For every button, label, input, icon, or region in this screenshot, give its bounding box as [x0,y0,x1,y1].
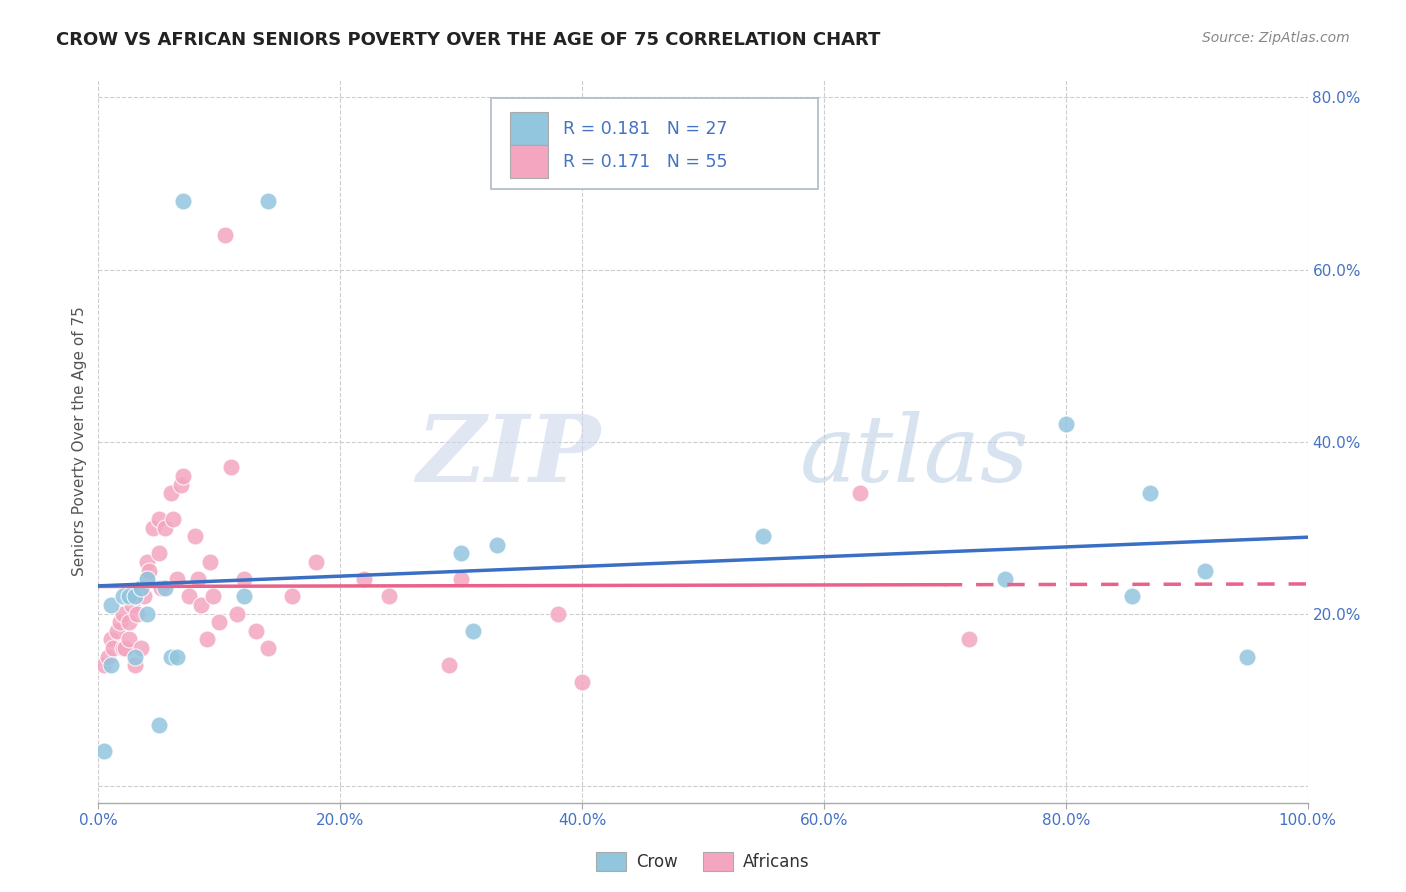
Point [166,649,188,664]
Point [111,607,134,621]
Point [129,581,152,595]
Point [547,607,569,621]
Point [169,477,191,491]
Y-axis label: Seniors Poverty Over the Age of 75: Seniors Poverty Over the Age of 75 [72,307,87,576]
Point [118,590,141,604]
Point [208,615,231,630]
Point [124,590,146,604]
Point [232,590,254,604]
Point [127,607,149,621]
Point [256,194,278,208]
Point [463,624,485,638]
Point [134,590,156,604]
Point [111,640,134,655]
Point [281,590,304,604]
Point [129,581,152,595]
Point [172,469,194,483]
Point [849,486,872,500]
Text: R = 0.181   N = 27: R = 0.181 N = 27 [562,120,727,137]
Point [195,632,218,647]
Point [214,228,236,243]
Point [114,640,136,655]
Text: ZIP: ZIP [416,411,600,501]
Point [108,615,131,630]
Point [118,632,141,647]
Text: R = 0.171   N = 55: R = 0.171 N = 55 [562,153,727,170]
Point [124,649,146,664]
Point [166,572,188,586]
Point [752,529,775,543]
Point [245,624,267,638]
Point [148,718,170,732]
Point [202,590,225,604]
Point [142,520,165,534]
Point [162,512,184,526]
Point [571,675,593,690]
Point [153,520,176,534]
Point [172,194,194,208]
Point [232,572,254,586]
Point [93,658,115,673]
Point [160,486,183,500]
Point [138,564,160,578]
Point [994,572,1017,586]
Point [124,590,146,604]
Point [179,590,201,604]
Point [198,555,221,569]
Text: Source: ZipAtlas.com: Source: ZipAtlas.com [1202,31,1350,45]
Legend: Crow, Africans: Crow, Africans [589,845,817,878]
Point [100,632,122,647]
Point [450,572,472,586]
Point [148,546,170,560]
Point [93,744,115,758]
Point [1121,590,1143,604]
Point [221,460,243,475]
Point [118,615,141,630]
Point [100,598,122,612]
Point [957,632,980,647]
Point [101,640,124,655]
Point [129,640,152,655]
FancyBboxPatch shape [509,145,548,178]
Point [1236,649,1258,664]
Point [1139,486,1161,500]
Point [150,581,173,595]
Point [111,590,134,604]
Point [1194,564,1216,578]
Point [184,529,207,543]
Point [148,512,170,526]
Point [1054,417,1077,432]
Point [450,546,472,560]
Point [437,658,460,673]
Point [226,607,249,621]
Point [100,658,122,673]
Point [121,598,143,612]
Text: atlas: atlas [800,411,1029,501]
Text: CROW VS AFRICAN SENIORS POVERTY OVER THE AGE OF 75 CORRELATION CHART: CROW VS AFRICAN SENIORS POVERTY OVER THE… [56,31,880,49]
Point [97,649,120,664]
FancyBboxPatch shape [492,98,818,189]
Point [105,624,128,638]
Point [153,581,176,595]
Point [377,590,399,604]
Point [135,572,157,586]
Point [256,640,278,655]
Point [135,607,157,621]
Point [305,555,328,569]
Point [160,649,183,664]
Point [190,598,212,612]
Point [353,572,375,586]
Point [135,555,157,569]
Point [187,572,209,586]
FancyBboxPatch shape [509,112,548,145]
Point [135,572,157,586]
Point [486,538,509,552]
Point [124,658,146,673]
